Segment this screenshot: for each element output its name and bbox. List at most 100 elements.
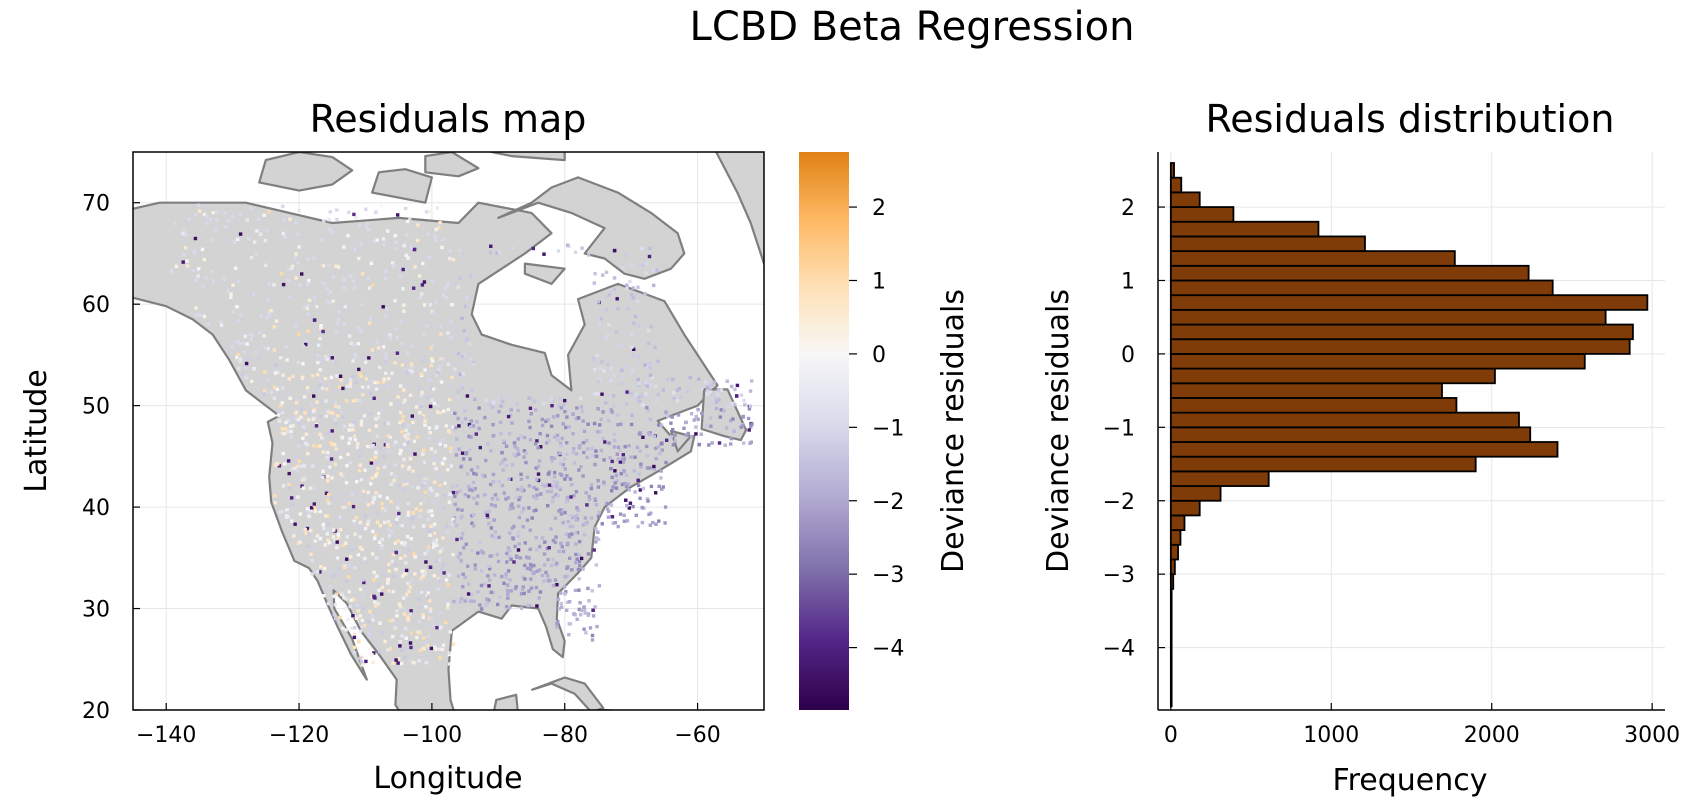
residual-cell (630, 413, 634, 418)
residual-cell (431, 343, 435, 347)
residual-cell (404, 253, 408, 257)
residual-cell (428, 209, 433, 213)
residual-cell (306, 452, 310, 456)
residual-cell (516, 530, 521, 534)
residual-cell (335, 540, 339, 544)
histogram-bar (1169, 264, 1530, 282)
residual-cell (413, 430, 418, 434)
residual-cell (362, 580, 366, 585)
residual-cell (574, 518, 578, 522)
residual-cell (333, 538, 337, 542)
residual-cell (499, 404, 503, 408)
residual-cell (554, 493, 558, 497)
residual-cell (277, 464, 282, 468)
residual-cell (562, 403, 566, 407)
residual-cell (456, 574, 461, 578)
residual-cell (436, 370, 440, 374)
residual-cell (368, 609, 372, 614)
residual-cell (298, 415, 303, 419)
residual-cell (434, 559, 438, 563)
residual-cell (436, 438, 441, 442)
residual-cell (644, 271, 648, 275)
histogram-bar (1169, 206, 1235, 223)
residual-cell (348, 604, 352, 609)
residual-cell (640, 393, 645, 398)
residual-cell (375, 461, 379, 465)
residual-cell (716, 392, 720, 397)
residual-cell (565, 600, 570, 604)
residual-cell (567, 533, 572, 537)
residual-cell (638, 449, 642, 453)
residual-cell (291, 424, 295, 428)
residual-cell (601, 273, 605, 277)
residual-cell (502, 491, 506, 495)
residual-cell (316, 507, 320, 511)
histogram-bar (1169, 162, 1175, 179)
residual-cell (557, 404, 561, 408)
map-xtick-label: −80 (542, 723, 588, 748)
residual-cell (406, 618, 411, 622)
residual-cell (406, 581, 410, 585)
residual-cell (421, 261, 425, 266)
residual-cell (318, 570, 322, 574)
residual-cell (363, 556, 367, 561)
residual-cell (296, 444, 301, 448)
residual-cell (432, 574, 436, 578)
residual-cell (384, 352, 388, 356)
residual-cell (510, 502, 514, 506)
residual-cell (688, 376, 692, 380)
residual-cell (282, 218, 287, 223)
residual-cell (461, 457, 466, 461)
residual-cell (338, 385, 342, 389)
residual-cell (463, 353, 467, 358)
residual-cell (318, 368, 322, 372)
residual-cell (375, 238, 379, 242)
residual-cell (370, 379, 374, 383)
residual-cell (366, 444, 370, 449)
residual-cell (335, 217, 339, 222)
residual-cell (519, 477, 524, 481)
residual-cell (432, 456, 437, 461)
residual-cell (469, 599, 473, 603)
residual-cell (327, 301, 331, 305)
residual-cell (638, 496, 642, 500)
residual-cell (641, 435, 645, 439)
residual-cell (559, 461, 563, 465)
residual-cell (244, 361, 249, 366)
residual-cell (547, 546, 551, 550)
residual-cell (739, 393, 744, 397)
map-ytick-label: 60 (82, 293, 110, 318)
residual-cell (205, 221, 209, 225)
residual-cell (187, 217, 191, 221)
residual-cell (391, 618, 395, 622)
residual-cell (641, 259, 645, 264)
residual-cell (252, 367, 256, 371)
residual-cell (636, 285, 640, 289)
residual-cell (673, 439, 678, 443)
residual-cell (423, 571, 427, 576)
residual-cell (459, 559, 463, 563)
residual-cell (613, 469, 617, 473)
residual-cell (470, 488, 475, 493)
residual-cell (645, 364, 650, 368)
residual-cell (610, 515, 615, 519)
residual-cell (423, 641, 428, 645)
residual-cell (319, 401, 323, 405)
residual-cell (276, 413, 281, 417)
residual-cell (644, 392, 648, 396)
residual-cell (573, 250, 578, 254)
residual-cell (328, 210, 332, 214)
colorbar-label: Deviance residuals (936, 289, 971, 573)
residual-cell (512, 441, 517, 445)
residual-cell (596, 430, 600, 434)
residual-cell (699, 432, 703, 436)
residual-cell (285, 508, 289, 512)
residual-cell (366, 522, 370, 527)
residual-cell (651, 520, 655, 525)
residual-cell (656, 393, 661, 397)
residual-cell (446, 429, 451, 433)
residual-cell (340, 592, 344, 597)
residual-cell (323, 543, 327, 547)
residual-cell (552, 435, 557, 439)
residual-cell (658, 451, 662, 456)
